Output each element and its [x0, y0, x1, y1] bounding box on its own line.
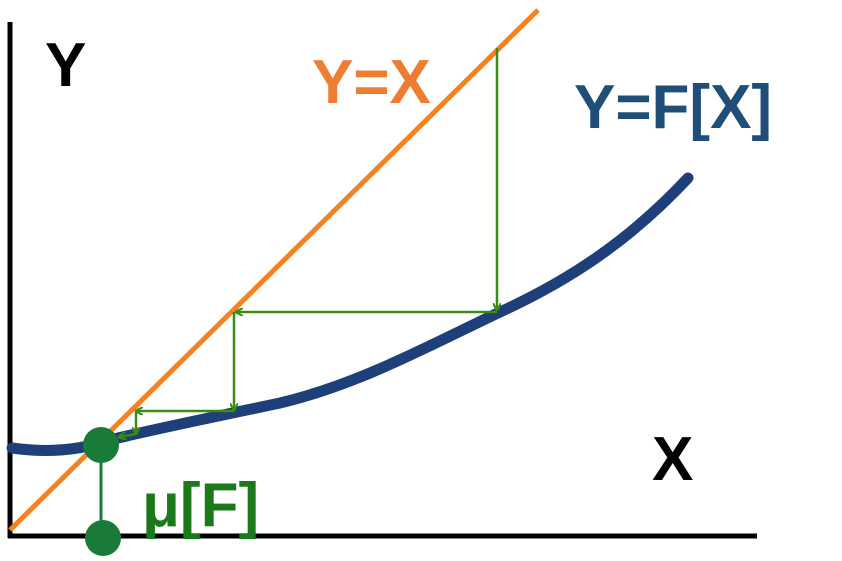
fixed-point-label: μ[F] [142, 471, 259, 540]
fixed-point-dot [83, 427, 119, 463]
function-curve-label: Y=F[X] [574, 73, 772, 142]
iteration-arrow-6 [119, 434, 137, 437]
identity-line-label: Y=X [312, 48, 431, 117]
function-curve [6, 172, 694, 456]
x-axis-label: X [652, 425, 693, 494]
y-axis-label: Y [45, 31, 86, 100]
fixed-point-axis-dot [85, 520, 121, 556]
